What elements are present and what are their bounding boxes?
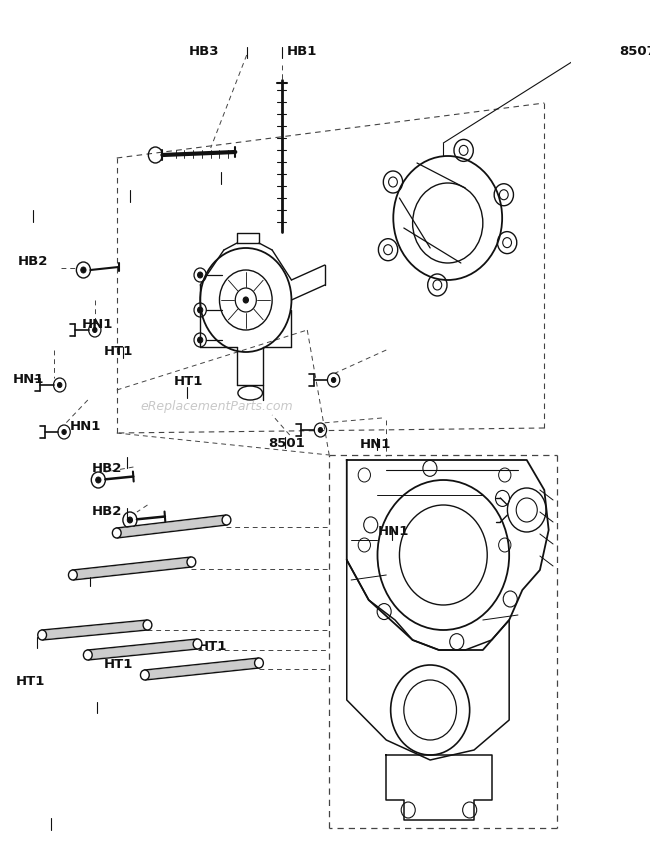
- Circle shape: [198, 337, 203, 343]
- Text: HN1: HN1: [13, 373, 45, 386]
- Text: eReplacementParts.com: eReplacementParts.com: [140, 400, 293, 413]
- Circle shape: [222, 515, 231, 525]
- Circle shape: [143, 620, 152, 630]
- Text: HN1: HN1: [378, 525, 409, 538]
- Circle shape: [62, 429, 66, 434]
- Circle shape: [127, 517, 133, 523]
- Circle shape: [193, 639, 202, 649]
- Text: HT1: HT1: [174, 375, 203, 388]
- Circle shape: [198, 307, 203, 313]
- Circle shape: [255, 658, 263, 668]
- Circle shape: [96, 477, 101, 483]
- Circle shape: [57, 382, 62, 388]
- Text: HB2: HB2: [18, 255, 48, 268]
- Text: HN1: HN1: [82, 318, 113, 331]
- Circle shape: [112, 528, 121, 538]
- Circle shape: [332, 377, 336, 382]
- Circle shape: [68, 570, 77, 580]
- Text: HB2: HB2: [92, 505, 123, 518]
- Text: HT1: HT1: [103, 658, 133, 671]
- Text: HN1: HN1: [360, 438, 391, 451]
- Text: 8507: 8507: [619, 45, 650, 58]
- Circle shape: [81, 267, 86, 273]
- Text: 8501: 8501: [268, 437, 304, 450]
- Circle shape: [92, 327, 97, 332]
- Circle shape: [38, 630, 47, 640]
- Circle shape: [140, 670, 150, 680]
- Circle shape: [198, 272, 203, 278]
- Text: HN1: HN1: [70, 420, 101, 433]
- Circle shape: [318, 428, 322, 433]
- Circle shape: [83, 650, 92, 660]
- Text: HB3: HB3: [189, 45, 220, 58]
- Text: HT1: HT1: [103, 345, 133, 358]
- Circle shape: [187, 557, 196, 567]
- Text: HB2: HB2: [92, 462, 123, 475]
- Text: HT1: HT1: [198, 640, 227, 653]
- Circle shape: [243, 297, 248, 303]
- Text: HB1: HB1: [287, 45, 317, 58]
- Text: HT1: HT1: [16, 675, 46, 688]
